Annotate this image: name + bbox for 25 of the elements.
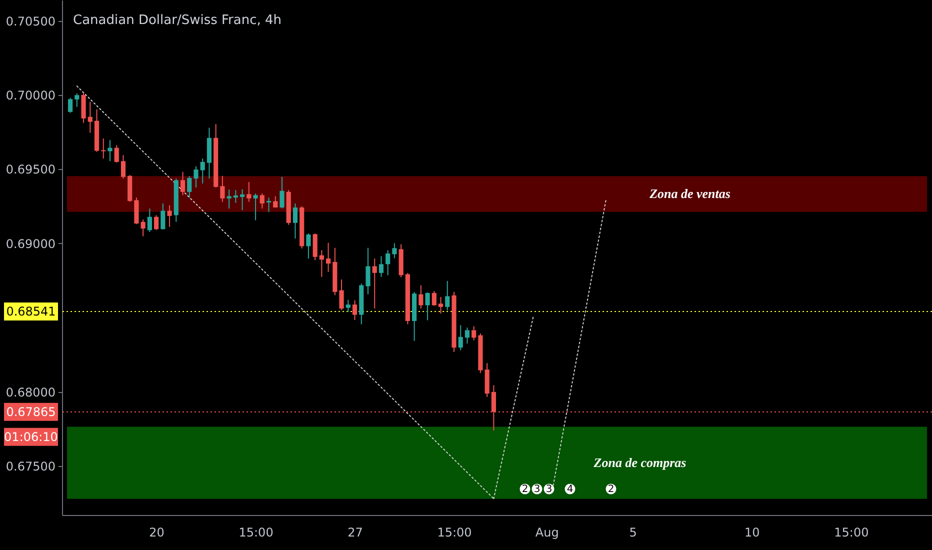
annotation: 2 <box>608 484 614 495</box>
x-tick-label: 15:00 <box>238 526 274 540</box>
band-label: Zona de compras <box>592 454 686 470</box>
annotation: 2 <box>522 484 528 495</box>
x-tick-label: 5 <box>629 526 637 540</box>
x-tick-label: 10 <box>744 526 760 540</box>
y-tick-label: 0.69500 <box>6 162 56 177</box>
x-tick-label: Aug <box>535 526 559 540</box>
y-tick-label: 0.70500 <box>6 14 56 28</box>
annotation: 4 <box>566 484 574 495</box>
text: Canadian Dollar/Swiss Franc, 4h <box>73 13 282 28</box>
y-tick-label: 0.68000 <box>6 385 56 400</box>
x-tick-label: 27 <box>348 526 363 540</box>
text: 01:06:10 <box>4 430 58 444</box>
y-tick-label: 0.67500 <box>6 460 56 474</box>
x-tick-label: 20 <box>149 526 164 540</box>
annotation: 3 <box>534 484 540 495</box>
ref-line-label: 0.67865 <box>6 404 56 419</box>
band-label: Zona de ventas <box>648 186 730 202</box>
ref-line-label: 0.68541 <box>6 304 56 319</box>
annotation: 3 <box>546 484 552 495</box>
x-tick-label: 15:00 <box>834 526 869 540</box>
y-tick-label: 0.70000 <box>6 88 56 102</box>
y-tick-label: 0.69000 <box>6 236 56 251</box>
x-tick-label: 15:00 <box>437 526 472 540</box>
